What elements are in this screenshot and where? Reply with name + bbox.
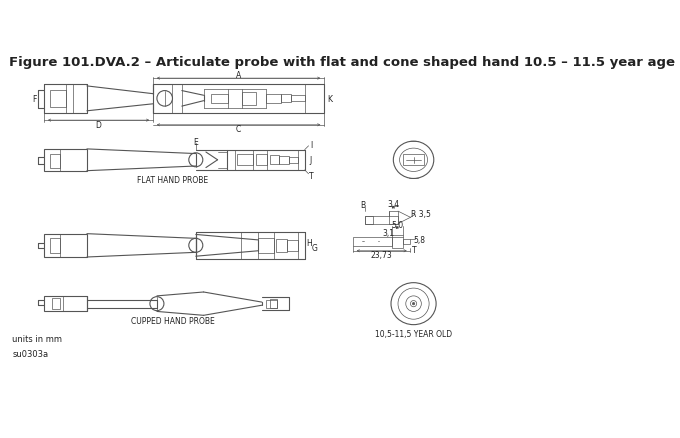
Text: R 3,5: R 3,5	[411, 209, 431, 219]
Bar	[258, 238, 273, 254]
Bar	[270, 156, 279, 165]
Text: T: T	[412, 245, 417, 254]
Bar	[44, 234, 87, 258]
Text: 5,0: 5,0	[391, 220, 403, 230]
Text: 3,4: 3,4	[388, 199, 399, 208]
Text: 5,8: 5,8	[413, 235, 425, 244]
Bar	[392, 236, 403, 248]
Bar	[389, 212, 398, 224]
Text: K: K	[327, 95, 332, 104]
Bar	[44, 149, 87, 171]
Circle shape	[412, 303, 415, 305]
Bar	[365, 216, 398, 224]
Text: 10,5-11,5 YEAR OLD: 10,5-11,5 YEAR OLD	[375, 329, 452, 338]
Text: A: A	[236, 71, 241, 80]
Text: 3,1: 3,1	[383, 228, 394, 237]
Text: G: G	[312, 244, 318, 253]
Text: units in mm: units in mm	[12, 334, 63, 343]
Bar	[353, 237, 392, 247]
Bar	[50, 91, 66, 108]
Bar	[279, 156, 289, 164]
Text: J: J	[309, 156, 311, 165]
Bar	[289, 157, 299, 163]
Text: F: F	[33, 95, 37, 104]
Bar	[287, 240, 298, 251]
Bar	[276, 240, 287, 252]
Bar	[256, 155, 267, 166]
Text: Figure 101.DVA.2 – Articulate probe with flat and cone shaped hand 10.5 – 11.5 y: Figure 101.DVA.2 – Articulate probe with…	[9, 56, 675, 69]
Bar	[50, 154, 60, 168]
Bar	[266, 300, 277, 308]
Text: FLAT HAND PROBE: FLAT HAND PROBE	[137, 175, 208, 184]
Bar	[266, 95, 282, 104]
Text: 23,73: 23,73	[371, 251, 392, 260]
Bar	[52, 299, 60, 309]
Text: I: I	[310, 141, 312, 149]
Bar	[403, 155, 424, 166]
Bar	[270, 299, 277, 309]
Bar	[365, 216, 373, 224]
Text: CUPPED HAND PROBE: CUPPED HAND PROBE	[131, 317, 214, 325]
Text: H: H	[307, 239, 312, 248]
Bar	[44, 296, 87, 312]
Bar	[50, 238, 60, 254]
Bar	[403, 240, 411, 244]
Text: B: B	[360, 201, 366, 210]
Bar	[243, 93, 256, 105]
Text: T: T	[309, 171, 313, 180]
Bar	[282, 95, 290, 103]
Text: E: E	[193, 137, 198, 146]
Bar	[290, 96, 305, 102]
Text: su0303a: su0303a	[12, 349, 48, 358]
Bar	[237, 155, 252, 166]
Text: C: C	[236, 125, 241, 134]
Bar	[211, 95, 228, 104]
Text: D: D	[96, 120, 101, 129]
